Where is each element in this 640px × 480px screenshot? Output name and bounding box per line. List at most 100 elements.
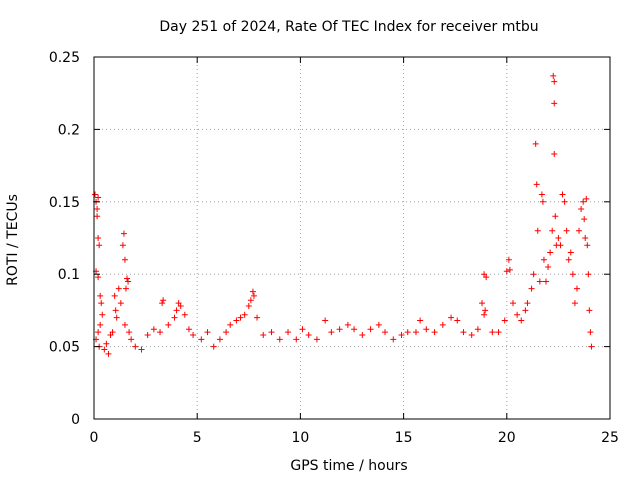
data-point bbox=[293, 336, 299, 342]
data-point bbox=[198, 336, 204, 342]
data-point bbox=[118, 300, 124, 306]
data-point bbox=[578, 206, 584, 212]
data-point bbox=[227, 322, 233, 328]
data-point bbox=[549, 228, 555, 234]
data-point bbox=[533, 141, 539, 147]
data-point bbox=[574, 286, 580, 292]
data-point bbox=[551, 151, 557, 157]
data-point bbox=[314, 336, 320, 342]
data-point bbox=[568, 249, 574, 255]
data-point bbox=[171, 315, 177, 321]
plot-frame bbox=[94, 57, 610, 419]
data-point bbox=[248, 297, 254, 303]
data-point bbox=[160, 297, 166, 303]
data-point bbox=[514, 312, 520, 318]
data-point bbox=[586, 307, 592, 313]
data-point bbox=[566, 257, 572, 263]
data-point bbox=[588, 344, 594, 350]
data-point bbox=[479, 300, 485, 306]
data-point bbox=[125, 278, 131, 284]
data-point bbox=[132, 344, 138, 350]
data-point bbox=[337, 326, 343, 332]
data-point bbox=[122, 322, 128, 328]
data-point bbox=[306, 332, 312, 338]
data-point bbox=[157, 329, 163, 335]
data-point bbox=[114, 315, 120, 321]
data-point bbox=[547, 249, 553, 255]
data-point bbox=[151, 326, 157, 332]
data-point bbox=[97, 322, 103, 328]
data-point bbox=[186, 326, 192, 332]
data-point bbox=[489, 329, 495, 335]
data-point bbox=[496, 329, 502, 335]
data-point bbox=[94, 213, 100, 219]
data-point bbox=[351, 326, 357, 332]
data-point bbox=[250, 289, 256, 295]
data-point bbox=[359, 332, 365, 338]
data-point bbox=[552, 213, 558, 219]
data-point bbox=[541, 257, 547, 263]
x-tick-label: 20 bbox=[498, 430, 516, 446]
data-point bbox=[570, 271, 576, 277]
data-point bbox=[322, 318, 328, 324]
x-tick-label: 15 bbox=[395, 430, 413, 446]
data-point bbox=[585, 271, 591, 277]
data-point bbox=[551, 100, 557, 106]
data-point bbox=[510, 300, 516, 306]
y-tick-label: 0.1 bbox=[58, 267, 80, 283]
data-point bbox=[368, 326, 374, 332]
data-point bbox=[502, 318, 508, 324]
data-point bbox=[522, 307, 528, 313]
data-point bbox=[417, 318, 423, 324]
data-point bbox=[277, 336, 283, 342]
data-point bbox=[159, 300, 165, 306]
data-point bbox=[529, 286, 535, 292]
y-tick-label: 0.25 bbox=[49, 50, 80, 66]
data-points bbox=[92, 73, 594, 357]
x-axis-label: GPS time / hours bbox=[290, 458, 407, 474]
data-point bbox=[122, 257, 128, 263]
data-point bbox=[217, 336, 223, 342]
data-point bbox=[205, 329, 211, 335]
data-point bbox=[382, 329, 388, 335]
data-point bbox=[469, 332, 475, 338]
data-point bbox=[95, 274, 101, 280]
data-point bbox=[482, 307, 488, 313]
data-point bbox=[582, 235, 588, 241]
data-point bbox=[95, 329, 101, 335]
data-point bbox=[550, 73, 556, 79]
data-point bbox=[190, 332, 196, 338]
x-tick-label: 5 bbox=[193, 430, 202, 446]
data-point bbox=[112, 293, 118, 299]
data-point bbox=[126, 329, 132, 335]
data-point bbox=[120, 242, 126, 248]
data-point bbox=[524, 300, 530, 306]
data-point bbox=[390, 336, 396, 342]
data-point bbox=[540, 199, 546, 205]
y-tick-label: 0.2 bbox=[58, 122, 80, 138]
data-point bbox=[560, 192, 566, 198]
data-point bbox=[576, 228, 582, 234]
chart-figure: 0 5 10 15 20 2500.050.10.150.20.25 Day 251 of… bbox=[0, 0, 640, 480]
data-point bbox=[103, 341, 109, 347]
data-point bbox=[555, 235, 561, 241]
data-point bbox=[96, 242, 102, 248]
data-point bbox=[242, 312, 248, 318]
data-point bbox=[583, 196, 589, 202]
x-tick-label: 10 bbox=[291, 430, 309, 446]
data-point bbox=[99, 312, 105, 318]
data-point bbox=[531, 271, 537, 277]
data-point bbox=[534, 181, 540, 187]
data-point bbox=[543, 278, 549, 284]
y-tick-label: 0.05 bbox=[49, 340, 80, 356]
data-point bbox=[254, 315, 260, 321]
data-point bbox=[138, 346, 144, 352]
data-point bbox=[105, 351, 111, 357]
data-point bbox=[101, 346, 107, 352]
data-point bbox=[116, 286, 122, 292]
data-point bbox=[539, 192, 545, 198]
data-point bbox=[413, 329, 419, 335]
y-tick-label: 0.15 bbox=[49, 195, 80, 211]
data-point bbox=[423, 326, 429, 332]
data-point bbox=[285, 329, 291, 335]
